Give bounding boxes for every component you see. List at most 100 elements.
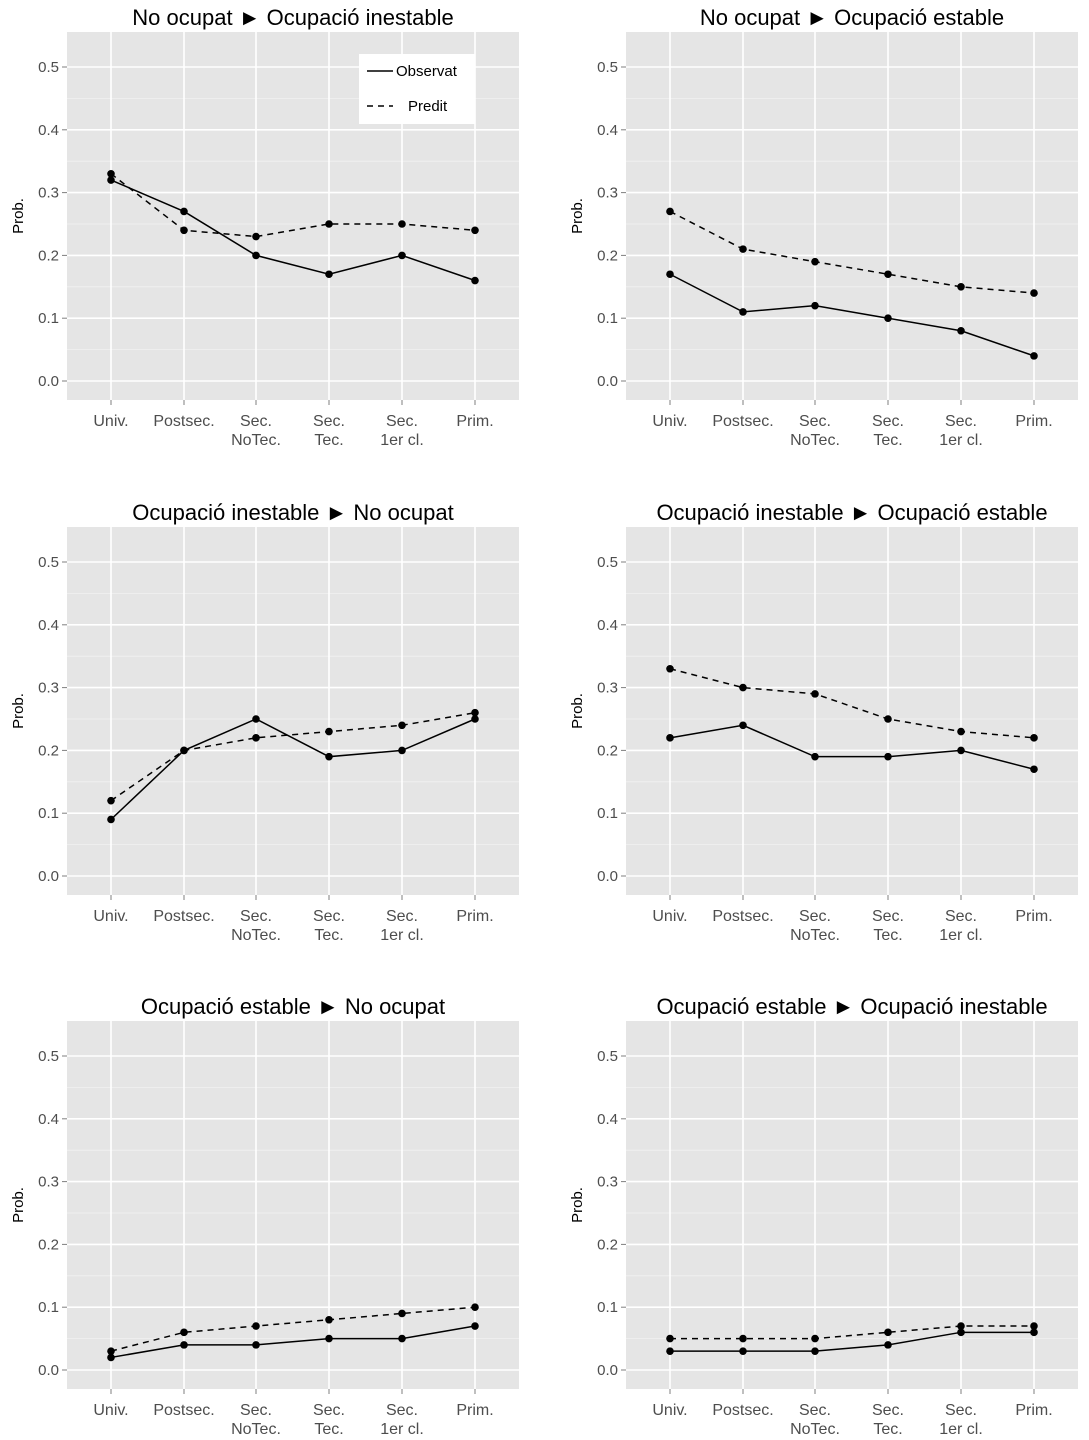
data-point-observat <box>957 1328 965 1337</box>
y-tick-label: 0.1 <box>38 1299 59 1316</box>
data-point-predit <box>666 207 674 216</box>
panel-title: Ocupació inestable ► Ocupació estable <box>656 500 1047 525</box>
data-point-predit <box>107 1347 115 1355</box>
y-tick-label: 0.1 <box>38 310 59 327</box>
panel-5: 0.0 0.1 0.2 0.3 0.4 0.5 Univ. Postsec. Sec. NoTec… <box>10 994 519 1438</box>
x-tick-label: 1er cl. <box>939 927 983 944</box>
y-tick-label: 0.2 <box>597 742 618 759</box>
data-point-observat <box>1030 1328 1038 1337</box>
panel-background <box>67 527 519 895</box>
data-point-observat <box>1030 765 1038 774</box>
x-tick-label: NoTec. <box>790 927 840 944</box>
x-tick-label: Postsec. <box>712 908 773 925</box>
data-point-observat <box>252 1341 260 1349</box>
data-point-observat <box>325 270 333 279</box>
x-tick-label: Sec. <box>872 908 904 925</box>
legend-label-predit: Predit <box>408 98 448 115</box>
y-axis-label: Prob. <box>10 693 27 729</box>
x-tick-label: Prim. <box>456 413 493 430</box>
x-tick-label: Prim. <box>1015 413 1052 430</box>
y-tick-label: 0.1 <box>597 805 618 822</box>
data-point-observat <box>325 1334 333 1343</box>
data-point-observat <box>398 251 406 260</box>
data-point-predit <box>957 283 965 291</box>
y-tick-label: 0.0 <box>38 868 59 885</box>
x-tick-label: Tec. <box>873 432 902 449</box>
x-tick-label: 1er cl. <box>939 1421 983 1438</box>
y-axis-label: Prob. <box>569 198 586 234</box>
data-point-predit <box>471 1303 479 1311</box>
x-tick-label: Sec. <box>386 413 418 430</box>
data-point-predit <box>884 715 892 723</box>
panel-title: Ocupació estable ► No ocupat <box>141 994 445 1019</box>
panel-title: No ocupat ► Ocupació inestable <box>132 5 453 30</box>
x-tick-label: Sec. <box>872 413 904 430</box>
data-point-predit <box>1030 734 1038 742</box>
x-tick-label: Sec. <box>313 1402 345 1419</box>
y-tick-label: 0.0 <box>597 868 618 885</box>
series-line-observat <box>669 273 1035 357</box>
data-point-predit <box>739 683 747 692</box>
data-point-observat <box>666 270 674 279</box>
data-point-predit <box>398 721 406 730</box>
data-point-predit <box>1030 289 1038 297</box>
data-point-predit <box>1030 1322 1038 1330</box>
data-point-predit <box>957 1322 965 1330</box>
x-tick-label: NoTec. <box>790 1421 840 1438</box>
x-tick-label: Univ. <box>652 413 687 430</box>
panel-title: No ocupat ► Ocupació estable <box>700 5 1004 30</box>
x-tick-label: Prim. <box>456 1402 493 1419</box>
y-tick-label: 0.1 <box>597 1299 618 1316</box>
y-tick-label: 0.4 <box>597 1111 618 1128</box>
x-tick-label: Postsec. <box>712 1402 773 1419</box>
series-line-predit <box>110 173 476 238</box>
y-axis-label: Prob. <box>10 198 27 234</box>
data-point-predit <box>252 1322 260 1330</box>
data-point-observat <box>811 301 819 310</box>
x-tick-label: Prim. <box>456 908 493 925</box>
x-tick-label: Tec. <box>314 1421 343 1438</box>
x-tick-label: NoTec. <box>231 432 281 449</box>
x-tick-label: 1er cl. <box>380 927 424 944</box>
x-tick-label: 1er cl. <box>380 1421 424 1438</box>
data-point-predit <box>471 708 479 717</box>
x-tick-label: Sec. <box>313 908 345 925</box>
y-tick-label: 0.5 <box>38 59 59 76</box>
data-point-observat <box>325 752 333 761</box>
y-tick-label: 0.4 <box>597 122 618 139</box>
data-point-observat <box>1030 352 1038 360</box>
data-point-observat <box>811 1347 819 1355</box>
y-tick-label: 0.0 <box>38 373 59 390</box>
x-tick-label: 1er cl. <box>380 432 424 449</box>
y-tick-label: 0.3 <box>597 680 618 697</box>
y-tick-label: 0.0 <box>597 1362 618 1379</box>
data-point-predit <box>739 245 747 253</box>
y-tick-label: 0.0 <box>597 373 618 390</box>
x-tick-label: Univ. <box>93 908 128 925</box>
y-axis-label: Prob. <box>10 1187 27 1223</box>
data-point-predit <box>252 734 260 742</box>
data-point-observat <box>811 752 819 761</box>
y-axis-label: Prob. <box>569 693 586 729</box>
data-point-observat <box>957 326 965 335</box>
data-point-observat <box>398 746 406 755</box>
data-point-observat <box>739 1347 747 1355</box>
series-line-observat <box>670 1331 1034 1352</box>
data-point-observat <box>739 721 747 730</box>
x-tick-label: Sec. <box>945 908 977 925</box>
panel-3: 0.0 0.1 0.2 0.3 0.4 0.5 Univ. Postsec. Sec. NoTec… <box>10 500 519 944</box>
y-tick-label: 0.3 <box>597 185 618 202</box>
data-point-observat <box>252 251 260 260</box>
x-tick-label: Postsec. <box>153 1402 214 1419</box>
y-axis-label: Prob. <box>569 1187 586 1223</box>
y-tick-label: 0.3 <box>597 1174 618 1191</box>
data-point-predit <box>884 1328 892 1337</box>
y-tick-label: 0.4 <box>597 617 618 634</box>
data-point-predit <box>325 727 333 736</box>
panel-4: 0.0 0.1 0.2 0.3 0.4 0.5 Univ. Postsec. Sec. NoTec… <box>569 500 1078 944</box>
x-tick-label: Sec. <box>386 908 418 925</box>
y-tick-label: 0.5 <box>38 1048 59 1065</box>
panel-title: Ocupació inestable ► No ocupat <box>132 500 453 525</box>
x-tick-label: Tec. <box>873 1421 902 1438</box>
